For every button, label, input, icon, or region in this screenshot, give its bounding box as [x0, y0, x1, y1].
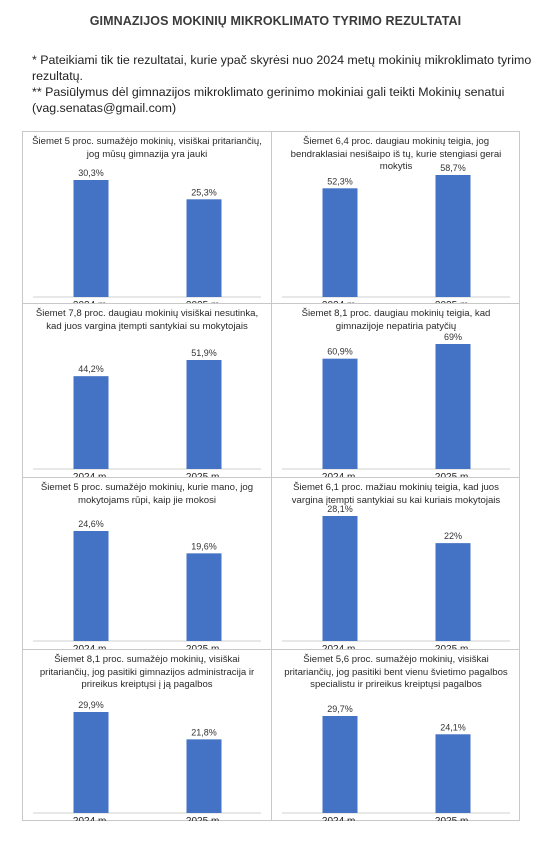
chart-panel-2: Šiemet 6,4 proc. daugiau mokinių teigia,…: [272, 132, 520, 303]
notes: * Pateikiami tik tie rezultatai, kurie y…: [32, 52, 532, 116]
category-label: 2024 m.: [322, 300, 358, 303]
data-label: 19,6%: [191, 541, 217, 551]
category-label: 2024 m.: [322, 816, 358, 821]
bar-1: [322, 516, 358, 641]
grid-divider-vertical: [271, 132, 272, 820]
chart-title: Šiemet 8,1 proc. sumažėjo mokinių, visiš…: [39, 654, 255, 691]
bar-2: [435, 543, 471, 641]
bar-2: [435, 344, 471, 469]
bar-chart: 52,3% 2024 m. 58,7% 2025 m.: [282, 163, 510, 303]
bar-2: [186, 553, 222, 641]
data-label: 44,2%: [78, 364, 104, 374]
bar-1: [73, 180, 109, 297]
chart-title: Šiemet 6,4 proc. daugiau mokinių teigia,…: [290, 136, 502, 173]
bar-chart: 29,9% 2024 m. 21,8% 2025 m.: [33, 700, 261, 821]
category-label: 2025 m.: [435, 300, 471, 303]
data-label: 24,1%: [440, 722, 466, 732]
bar-1: [322, 188, 358, 297]
chart-panel-4: Šiemet 8,1 proc. daugiau mokinių teigia,…: [272, 304, 520, 477]
grid-divider: [23, 477, 519, 478]
bar-2: [186, 360, 222, 469]
category-label: 2024 m.: [322, 644, 358, 649]
note-1: * Pateikiami tik tie rezultatai, kurie y…: [32, 53, 532, 83]
bar-1: [73, 376, 109, 469]
data-label: 69%: [444, 332, 462, 342]
bar-1: [322, 716, 358, 813]
category-label: 2025 m.: [186, 644, 222, 649]
category-label: 2025 m.: [435, 644, 471, 649]
chart-title: Šiemet 5 proc. sumažėjo mokinių, kurie m…: [40, 482, 254, 506]
chart-title: Šiemet 5,6 proc. sumažėjo mokinių, visiš…: [284, 654, 508, 691]
data-label: 29,9%: [78, 700, 104, 710]
chart-panel-6: Šiemet 6,1 proc. mažiau mokinių teigia, …: [272, 478, 520, 649]
bar-1: [73, 712, 109, 813]
chart-title: Šiemet 6,1 proc. mažiau mokinių teigia, …: [291, 482, 501, 506]
category-label: 2024 m.: [322, 472, 358, 477]
grid-divider: [23, 303, 519, 304]
data-label: 58,7%: [440, 163, 466, 173]
chart-panel-3: Šiemet 7,8 proc. daugiau mokinių visiška…: [23, 304, 271, 477]
bar-2: [435, 175, 471, 297]
category-label: 2024 m.: [73, 300, 109, 303]
chart-panel-7: Šiemet 8,1 proc. sumažėjo mokinių, visiš…: [23, 650, 271, 821]
category-label: 2025 m.: [186, 300, 222, 303]
category-label: 2024 m.: [73, 816, 109, 821]
bar-chart: 28,1% 2024 m. 22% 2025 m.: [282, 504, 510, 649]
page-title: GIMNAZIJOS MOKINIŲ MIKROKLIMATO TYRIMO R…: [89, 14, 462, 28]
bar-2: [186, 199, 222, 297]
bar-chart: 60,9% 2024 m. 69% 2025 m.: [282, 332, 510, 477]
data-label: 60,9%: [327, 347, 353, 357]
bar-chart: 44,2% 2024 m. 51,9% 2025 m.: [33, 348, 261, 477]
bar-1: [73, 531, 109, 641]
category-label: 2025 m.: [435, 472, 471, 477]
category-label: 2024 m.: [73, 472, 109, 477]
chart-panel-8: Šiemet 5,6 proc. sumažėjo mokinių, visiš…: [272, 650, 520, 821]
bar-chart: 30,3% 2024 m. 25,3% 2025 m.: [33, 168, 261, 303]
bar-chart: 24,6% 2024 m. 19,6% 2025 m.: [33, 519, 261, 649]
category-label: 2025 m.: [186, 472, 222, 477]
grid-divider: [23, 649, 519, 650]
chart-title: Šiemet 7,8 proc. daugiau mokinių visiška…: [35, 308, 259, 332]
data-label: 30,3%: [78, 168, 104, 178]
category-label: 2025 m.: [435, 816, 471, 821]
data-label: 28,1%: [327, 504, 353, 514]
note-2: ** Pasiūlymus dėl gimnazijos mikroklimat…: [32, 85, 505, 115]
data-label: 52,3%: [327, 176, 353, 186]
bar-2: [435, 734, 471, 813]
category-label: 2025 m.: [186, 816, 222, 821]
charts-grid: Šiemet 5 proc. sumažėjo mokinių, visiška…: [22, 131, 520, 821]
bar-1: [322, 358, 358, 469]
data-label: 21,8%: [191, 727, 217, 737]
chart-title: Šiemet 8,1 proc. daugiau mokinių teigia,…: [301, 308, 491, 332]
data-label: 29,7%: [327, 704, 353, 714]
data-label: 22%: [444, 531, 462, 541]
category-label: 2024 m.: [73, 644, 109, 649]
data-label: 24,6%: [78, 519, 104, 529]
chart-title: Šiemet 5 proc. sumažėjo mokinių, visiška…: [32, 136, 262, 160]
data-label: 25,3%: [191, 187, 217, 197]
data-label: 51,9%: [191, 348, 217, 358]
chart-panel-1: Šiemet 5 proc. sumažėjo mokinių, visiška…: [23, 132, 271, 303]
chart-panel-5: Šiemet 5 proc. sumažėjo mokinių, kurie m…: [23, 478, 271, 649]
bar-2: [186, 739, 222, 813]
bar-chart: 29,7% 2024 m. 24,1% 2025 m.: [282, 704, 510, 821]
